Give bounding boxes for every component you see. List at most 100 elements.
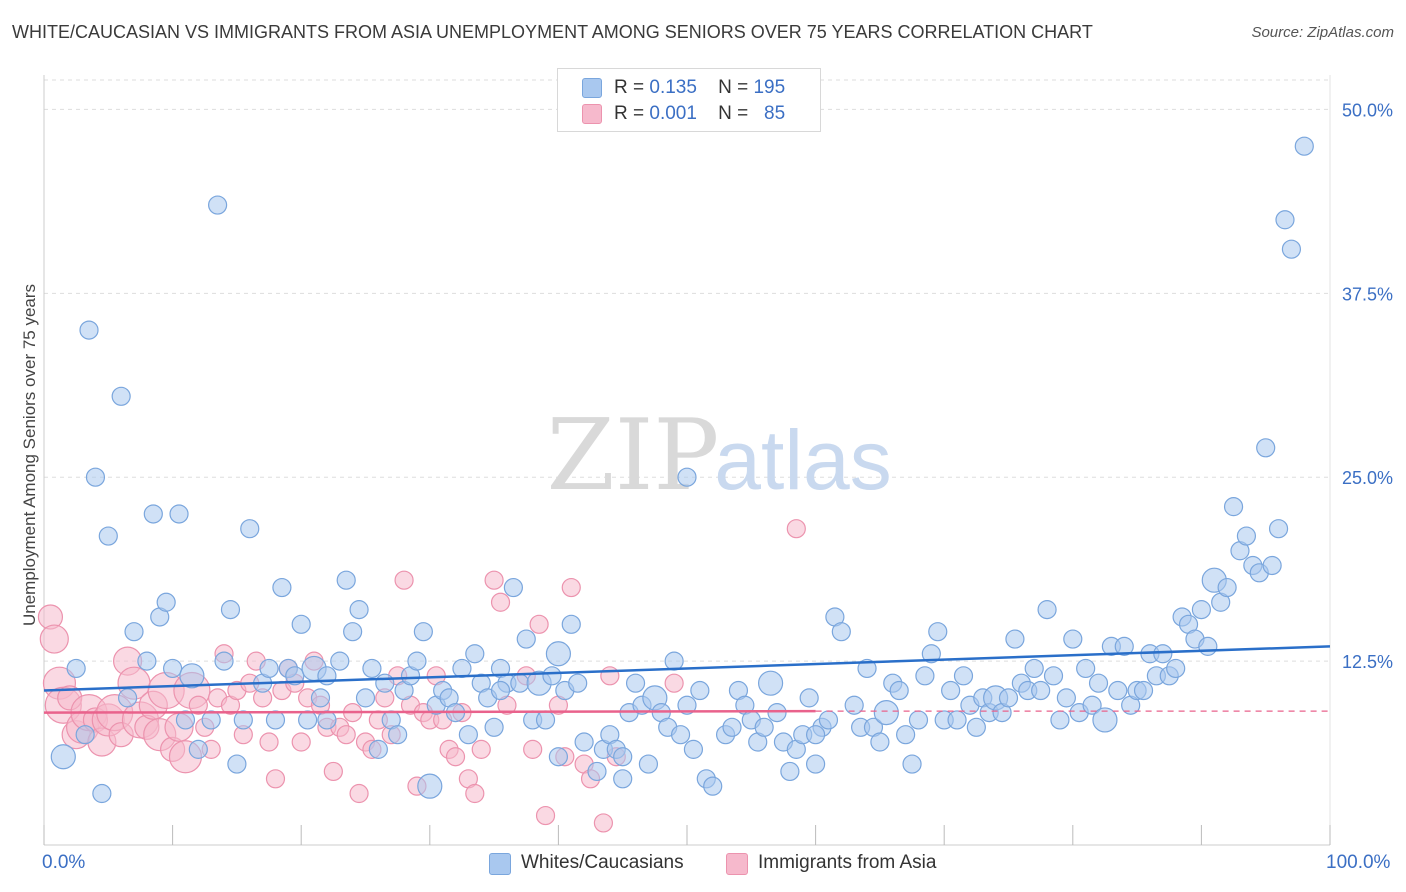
axes bbox=[43, 75, 1331, 846]
data-point-whites bbox=[75, 725, 95, 745]
data-point-whites bbox=[1153, 644, 1173, 664]
data-point-whites bbox=[220, 600, 241, 620]
y-tick-label: 12.5% bbox=[1342, 652, 1393, 672]
data-point-whites bbox=[870, 732, 890, 752]
data-point-asia bbox=[490, 592, 511, 612]
data-point-asia bbox=[265, 769, 286, 789]
data-point-whites bbox=[79, 320, 99, 340]
data-point-whites bbox=[902, 754, 922, 774]
data-point-whites bbox=[201, 710, 221, 730]
data-point-whites bbox=[587, 761, 607, 782]
data-point-whites bbox=[998, 688, 1019, 708]
data-point-whites bbox=[407, 651, 427, 671]
data-point-asia bbox=[394, 570, 414, 590]
trend-lines bbox=[43, 645, 1331, 714]
data-point-whites bbox=[1056, 688, 1076, 708]
data-point-whites bbox=[227, 754, 247, 774]
data-point-whites bbox=[208, 195, 228, 215]
data-point-whites bbox=[921, 644, 941, 664]
data-point-asia bbox=[259, 732, 279, 752]
data-point-whites bbox=[240, 519, 260, 539]
data-point-whites bbox=[484, 717, 504, 737]
data-point-whites bbox=[1133, 680, 1154, 701]
data-point-whites bbox=[889, 680, 909, 701]
data-point-asia bbox=[484, 570, 504, 590]
data-point-whites bbox=[50, 744, 76, 770]
trend-line-asia bbox=[43, 709, 816, 714]
data-point-asia bbox=[471, 739, 491, 759]
data-point-whites bbox=[664, 651, 684, 671]
data-point-whites bbox=[757, 670, 784, 696]
data-point-whites bbox=[754, 717, 774, 737]
series-whites-caucasians bbox=[50, 136, 1314, 804]
watermark-atlas: atlas bbox=[714, 413, 891, 507]
data-point-whites bbox=[330, 651, 350, 671]
data-point-whites bbox=[452, 658, 472, 679]
data-point-whites bbox=[638, 754, 659, 774]
data-point-whites bbox=[568, 673, 588, 693]
data-point-whites bbox=[85, 467, 106, 487]
data-point-whites bbox=[1005, 629, 1025, 649]
data-point-whites bbox=[98, 526, 118, 546]
data-point-whites bbox=[349, 600, 369, 620]
data-point-whites bbox=[413, 622, 433, 642]
data-point-asia bbox=[535, 805, 556, 826]
data-point-asia bbox=[349, 783, 369, 804]
data-point-whites bbox=[188, 739, 208, 759]
data-point-whites bbox=[362, 658, 382, 679]
data-point-whites bbox=[1031, 680, 1051, 701]
data-point-whites bbox=[156, 592, 176, 612]
data-point-whites bbox=[548, 747, 569, 767]
data-point-whites bbox=[66, 658, 86, 679]
data-point-whites bbox=[915, 666, 935, 686]
data-point-whites bbox=[1191, 600, 1212, 620]
data-point-whites bbox=[1256, 438, 1276, 458]
grid-lines bbox=[44, 79, 1330, 662]
data-point-asia bbox=[664, 673, 684, 693]
y-tick-label: 37.5% bbox=[1342, 284, 1393, 304]
data-point-whites bbox=[285, 666, 305, 686]
y-tick-label: 25.0% bbox=[1342, 468, 1393, 488]
data-point-whites bbox=[516, 629, 536, 649]
data-point-whites bbox=[111, 386, 131, 406]
data-point-whites bbox=[417, 773, 443, 799]
legend-label-whites: Whites/Caucasians bbox=[521, 852, 684, 873]
data-point-whites bbox=[818, 710, 839, 730]
y-tick-label: 50.0% bbox=[1342, 100, 1393, 120]
data-point-whites bbox=[561, 614, 581, 634]
data-point-whites bbox=[265, 710, 286, 730]
data-point-whites bbox=[953, 666, 974, 686]
data-point-whites bbox=[896, 725, 916, 745]
data-point-whites bbox=[143, 504, 163, 524]
data-point-asia bbox=[523, 739, 543, 759]
data-point-whites bbox=[317, 710, 337, 730]
data-point-whites bbox=[690, 680, 710, 701]
data-point-whites bbox=[574, 732, 594, 752]
data-point-whites bbox=[1198, 636, 1218, 656]
data-point-whites bbox=[458, 725, 478, 745]
data-point-whites bbox=[1088, 673, 1109, 693]
data-point-asia bbox=[529, 614, 549, 634]
data-point-whites bbox=[179, 663, 205, 689]
data-point-whites bbox=[683, 739, 704, 759]
data-point-whites bbox=[542, 666, 562, 686]
data-point-whites bbox=[117, 688, 138, 708]
data-point-whites bbox=[928, 622, 948, 642]
data-point-whites bbox=[343, 622, 363, 642]
legend-swatch-pink bbox=[582, 104, 602, 124]
data-point-whites bbox=[1166, 658, 1186, 679]
data-point-whites bbox=[272, 577, 292, 598]
data-point-whites bbox=[1268, 519, 1289, 539]
data-point-whites bbox=[291, 614, 311, 634]
data-point-whites bbox=[703, 776, 723, 796]
data-point-whites bbox=[336, 570, 356, 590]
data-point-whites bbox=[844, 695, 864, 715]
data-point-whites bbox=[1076, 658, 1096, 679]
data-point-asia bbox=[323, 761, 343, 782]
x-tick-label-max: 100.0% bbox=[1326, 852, 1391, 873]
data-point-whites bbox=[1294, 136, 1314, 156]
legend-n-label: N = bbox=[718, 77, 749, 98]
y-tick-labels: 12.5% 25.0% 37.5% 50.0% bbox=[1342, 100, 1393, 672]
data-point-whites bbox=[613, 769, 633, 789]
